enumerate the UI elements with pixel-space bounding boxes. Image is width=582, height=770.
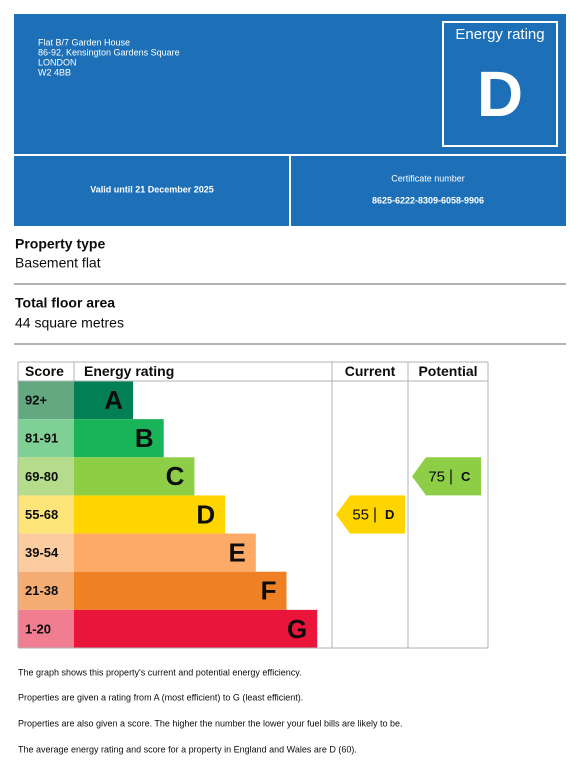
rating-bar — [74, 495, 226, 534]
rating-bar — [74, 381, 133, 420]
current-arrow — [336, 495, 405, 534]
score-cell — [18, 495, 74, 534]
score-cell — [18, 533, 74, 572]
score-cell — [18, 381, 74, 420]
address-line: 86-92, Kensington Gardens Square — [38, 47, 180, 57]
score-range: 55-68 — [25, 507, 58, 522]
note: Properties are given a rating from A (mo… — [18, 692, 303, 702]
column-header: Potential — [418, 363, 477, 379]
potential-arrow — [412, 457, 481, 496]
score-range: 1-20 — [25, 621, 51, 636]
column-header: Score — [25, 363, 64, 379]
band-letter: F — [261, 576, 277, 606]
band-letter: E — [228, 538, 245, 568]
score-range: 21-38 — [25, 583, 58, 598]
certificate-number: 8625-6222-8309-6058-9906 — [372, 195, 484, 205]
rating-letter: D — [477, 58, 523, 130]
score-cell — [18, 571, 74, 610]
score-range: 69-80 — [25, 469, 58, 484]
band-letter: A — [104, 385, 123, 415]
rating-bar — [74, 419, 164, 458]
rating-bar — [74, 609, 318, 648]
potential-score: 75 — [428, 468, 445, 485]
field-value: 44 square metres — [15, 315, 124, 331]
score-cell — [18, 419, 74, 458]
rating-bar — [74, 533, 256, 572]
column-header: Current — [345, 363, 396, 379]
rating-label: Energy rating — [455, 26, 544, 43]
address-line: Flat B/7 Garden House — [38, 37, 130, 47]
band-letter: C — [166, 461, 185, 491]
score-range: 39-54 — [25, 545, 59, 560]
note: Properties are also given a score. The h… — [18, 718, 403, 728]
address-line: LONDON — [38, 57, 77, 67]
score-range: 81-91 — [25, 431, 58, 446]
score-cell — [18, 457, 74, 496]
address-line: W2 4BB — [38, 67, 71, 77]
field-value: Basement flat — [15, 255, 101, 271]
score-cell — [18, 609, 74, 648]
band-letter: B — [135, 423, 154, 453]
note: The graph shows this property's current … — [18, 667, 302, 677]
field-label: Total floor area — [15, 295, 115, 311]
column-header: Energy rating — [84, 363, 174, 379]
band-letter: D — [196, 499, 215, 529]
current-rating: D — [385, 507, 394, 522]
note: The average energy rating and score for … — [18, 744, 357, 754]
rating-table: 92+ A 81-91 B 69-80 C 55-68 D 39-54 E 21-38 F 1-20 G S… — [17, 361, 489, 649]
rating-bar — [74, 457, 195, 496]
score-range: 92+ — [25, 393, 47, 408]
potential-rating: C — [461, 469, 471, 484]
field-label: Property type — [15, 236, 105, 252]
rating-box — [442, 21, 558, 147]
rating-bar — [74, 571, 287, 610]
band-letter: G — [287, 614, 307, 644]
valid-until: Valid until 21 December 2025 — [90, 184, 214, 194]
current-score: 55 — [352, 506, 369, 523]
certificate-label: Certificate number — [391, 173, 465, 183]
